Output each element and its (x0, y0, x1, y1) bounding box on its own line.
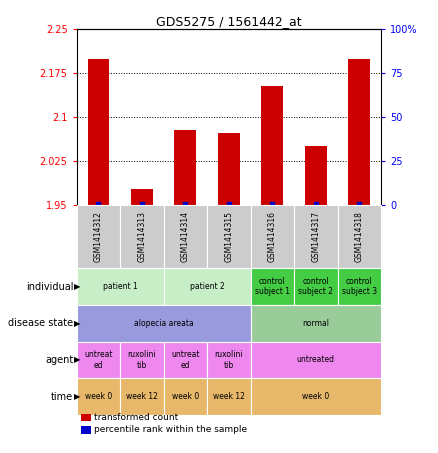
Bar (218, 133, 240, 206)
Text: week 0: week 0 (172, 392, 199, 401)
Text: agent: agent (45, 355, 73, 365)
Text: week 12: week 12 (213, 392, 245, 401)
Text: untreat
ed: untreat ed (84, 350, 113, 370)
Text: GSM1414317: GSM1414317 (311, 212, 320, 262)
Text: control
subject 3: control subject 3 (342, 277, 377, 296)
Bar (261, 87, 283, 206)
Text: individual: individual (26, 282, 73, 292)
Text: patient 1: patient 1 (103, 282, 138, 291)
Bar (88, 59, 109, 206)
Text: GSM1414318: GSM1414318 (355, 212, 364, 262)
Text: GSM1414313: GSM1414313 (138, 212, 146, 262)
Text: GSM1414315: GSM1414315 (224, 212, 233, 262)
Text: untreated: untreated (297, 356, 335, 365)
Text: untreat
ed: untreat ed (171, 350, 200, 370)
Text: control
subject 1: control subject 1 (255, 277, 290, 296)
Text: disease state: disease state (8, 318, 73, 328)
Text: alopecia areata: alopecia areata (134, 319, 194, 328)
Text: ruxolini
tib: ruxolini tib (127, 350, 156, 370)
Bar (305, 145, 327, 206)
Text: GSM1414314: GSM1414314 (181, 212, 190, 262)
Title: GDS5275 / 1561442_at: GDS5275 / 1561442_at (156, 15, 302, 28)
Text: ▶: ▶ (74, 392, 81, 401)
Text: control
subject 2: control subject 2 (298, 277, 333, 296)
Text: ▶: ▶ (74, 282, 81, 291)
Text: week 0: week 0 (85, 392, 112, 401)
Text: ruxolini
tib: ruxolini tib (215, 350, 243, 370)
Bar (131, 189, 153, 206)
Text: normal: normal (302, 319, 329, 328)
Bar (174, 130, 196, 206)
Text: time: time (51, 391, 73, 402)
Text: patient 2: patient 2 (190, 282, 225, 291)
Text: GSM1414316: GSM1414316 (268, 212, 277, 262)
Text: ▶: ▶ (74, 319, 81, 328)
Bar (349, 59, 370, 206)
Text: transformed count: transformed count (94, 413, 178, 422)
Text: percentile rank within the sample: percentile rank within the sample (94, 425, 247, 434)
Text: week 12: week 12 (126, 392, 158, 401)
Text: GSM1414312: GSM1414312 (94, 212, 103, 262)
Text: week 0: week 0 (302, 392, 329, 401)
Text: ▶: ▶ (74, 356, 81, 365)
